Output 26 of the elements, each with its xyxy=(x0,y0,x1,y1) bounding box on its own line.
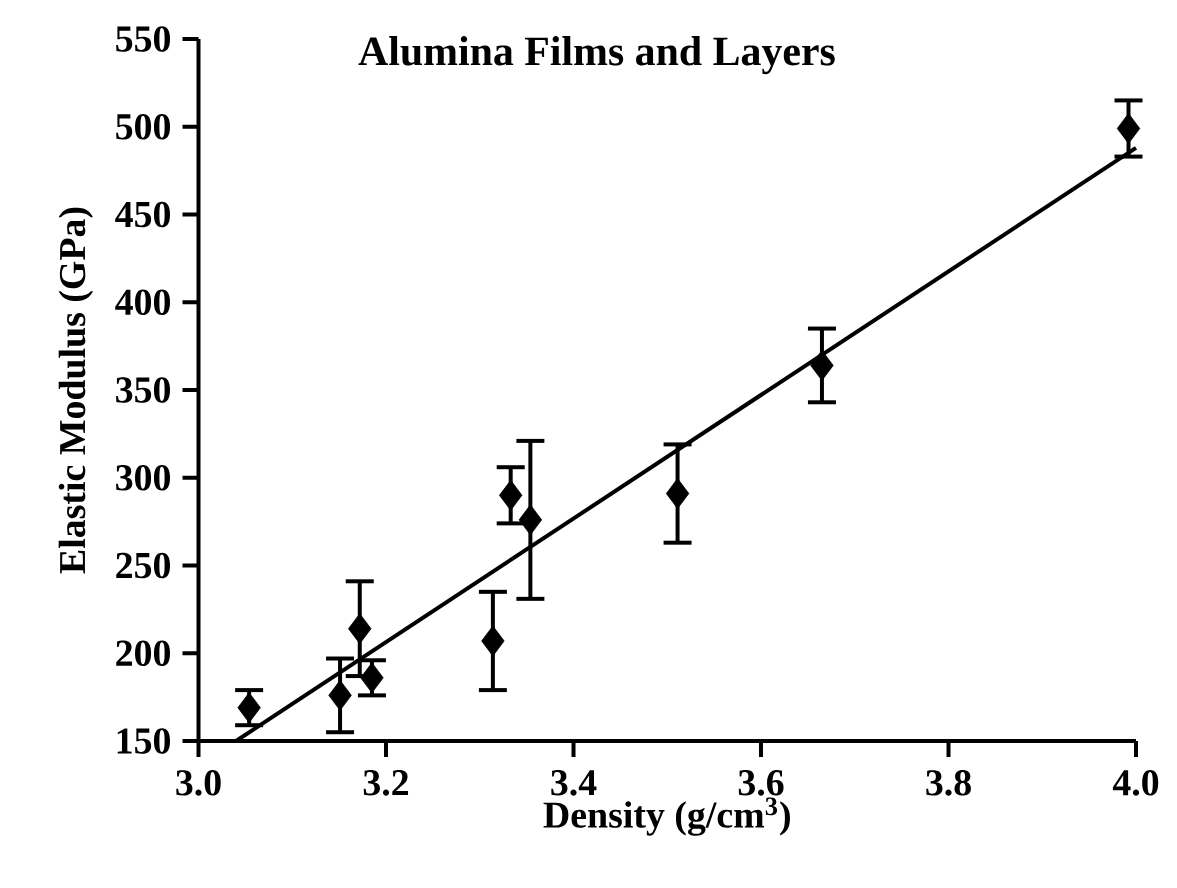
y-tick-label: 550 xyxy=(116,26,170,52)
x-tick-label: 3.6 xyxy=(738,770,784,796)
point xyxy=(518,504,543,536)
y-tick-label: 250 xyxy=(116,552,170,579)
y-axis-title: Elastic Modulus (GPa) xyxy=(58,207,93,574)
chart-title: Alumina Films and Layers xyxy=(358,36,835,75)
point xyxy=(348,613,372,645)
x-tick-label: 3.4 xyxy=(551,770,597,796)
y-tick-label: 450 xyxy=(115,201,170,228)
point xyxy=(481,625,505,657)
y-tick-label: 350 xyxy=(116,377,170,403)
point xyxy=(665,478,690,509)
point xyxy=(1116,113,1141,144)
x-tick-label: 3.8 xyxy=(926,770,971,796)
y-tick-label: 400 xyxy=(115,289,170,316)
x-tick-label: 3.0 xyxy=(176,770,221,796)
y-tick-label: 200 xyxy=(116,640,170,667)
x-tick-label: 3.2 xyxy=(363,770,409,796)
point xyxy=(328,679,352,711)
y-tick-label: 500 xyxy=(116,114,170,140)
y-tick-label: 150 xyxy=(117,728,170,754)
point xyxy=(499,479,523,511)
x-tick-label: 4.0 xyxy=(1112,770,1159,796)
x-axis-title: Density (g/cm$^{3}$) xyxy=(543,797,790,836)
point xyxy=(810,350,834,381)
y-tick-label: 300 xyxy=(116,465,170,491)
